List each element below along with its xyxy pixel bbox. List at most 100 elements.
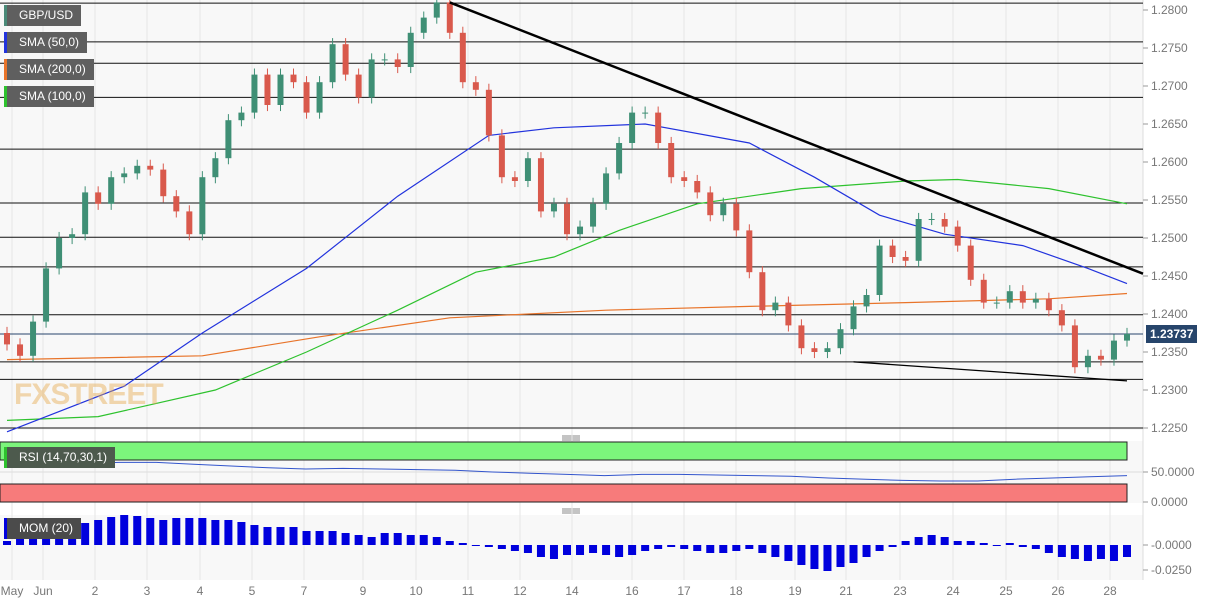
candle-up (720, 203, 727, 216)
mom-bar (55, 533, 64, 545)
candle-down (785, 302, 792, 326)
mom-bar (615, 545, 624, 557)
candle-up (407, 32, 414, 67)
candle-up (642, 112, 649, 114)
candle-down (889, 245, 896, 257)
candle-up (108, 177, 115, 204)
candle-down (1071, 325, 1078, 368)
x-tick-label: 19 (788, 584, 802, 598)
legend-rsi[interactable]: RSI (14,70,30,1) (4, 447, 116, 468)
candle-up (121, 173, 128, 178)
mom-bar (823, 545, 832, 571)
mom-bar (510, 545, 519, 551)
candle-up (1006, 291, 1013, 303)
mom-bar (1018, 545, 1027, 547)
candle-up (524, 158, 531, 181)
candle-up (56, 238, 63, 269)
legend-sma100[interactable]: SMA (100,0) (4, 86, 94, 107)
rsi-line (6, 461, 1128, 482)
x-tick-label: 24 (946, 584, 960, 598)
y-tick-label: 1.2500 (1151, 231, 1188, 245)
x-tick-label: 14 (565, 584, 579, 598)
mom-bar (341, 533, 350, 545)
trendline (853, 361, 1128, 382)
y-tick-label: 1.2450 (1151, 269, 1188, 283)
x-tick-label: 2 (92, 584, 99, 598)
mom-bar (237, 522, 246, 545)
legend-mom[interactable]: MOM (20) (4, 518, 81, 539)
candle-down (485, 89, 492, 136)
y-tick-label: 1.2750 (1151, 41, 1188, 55)
mom-bar (1109, 545, 1118, 561)
candle-up (863, 295, 870, 307)
mom-bar (549, 545, 558, 559)
y-tick-label: 1.2250 (1151, 421, 1188, 435)
candle-down (4, 333, 10, 345)
mom-bar (276, 527, 285, 545)
rsi-oversold-zone (0, 483, 1128, 503)
mom-bar (641, 545, 650, 551)
x-tick-label: 3 (144, 584, 151, 598)
mom-bar (367, 537, 376, 545)
legend-sma50[interactable]: SMA (50,0) (4, 32, 88, 53)
mom-bar (458, 543, 467, 545)
y-tick-label: 1.2700 (1151, 79, 1188, 93)
candle-up (368, 59, 375, 98)
candle-up (837, 329, 844, 349)
candle-down (954, 226, 961, 246)
mom-bar (263, 527, 272, 545)
mom-bar (576, 545, 585, 555)
candle-down (1045, 298, 1052, 311)
mom-bar (94, 520, 103, 545)
candle-up (43, 268, 50, 322)
mom-bar (29, 537, 38, 545)
candle-down (798, 325, 805, 349)
candle-up (251, 74, 258, 113)
x-tick-label: 26 (1051, 584, 1065, 598)
candle-down (564, 203, 570, 235)
mom-bar (380, 533, 389, 545)
mom-bar (797, 545, 806, 565)
candle-up (850, 306, 857, 330)
candle-down (681, 177, 688, 181)
mom-bar (159, 520, 168, 545)
mom-bar (836, 545, 845, 567)
candle-up (1032, 298, 1039, 303)
mom-bar (953, 541, 962, 545)
x-tick-label: 21 (839, 584, 853, 598)
candle-up (629, 112, 636, 143)
mom-bar (497, 545, 506, 549)
mom-bar (654, 545, 663, 549)
candle-up (590, 203, 597, 227)
mom-bar (810, 545, 819, 569)
mom-bar (393, 533, 402, 545)
mom-bar (1057, 545, 1066, 557)
candle-down (498, 135, 505, 178)
candle-down (511, 177, 518, 181)
candle-up (772, 302, 779, 311)
candle-up (915, 219, 922, 261)
candle-up (225, 120, 232, 159)
candle-down (902, 257, 909, 261)
mom-bar (758, 545, 767, 553)
mom-bar (120, 515, 129, 545)
x-tick-label: 25 (999, 584, 1013, 598)
sma200-line (6, 292, 1128, 361)
x-tick-label: 18 (729, 584, 743, 598)
mom-bar (849, 545, 858, 563)
x-tick-label: 23 (893, 584, 907, 598)
candle-down (303, 82, 310, 113)
candle-down (811, 348, 818, 352)
candle-up (420, 17, 427, 33)
mom-tick-label: -0.0000 (1151, 538, 1192, 552)
x-tick-label: 9 (360, 584, 367, 598)
y-tick-label: 1.2300 (1151, 383, 1188, 397)
mom-bar (328, 531, 337, 545)
candle-up (993, 302, 1000, 304)
legend-sma200[interactable]: SMA (200,0) (4, 59, 94, 80)
mom-bar (862, 545, 871, 557)
x-tick-label: 28 (1103, 584, 1117, 598)
mom-bar (888, 545, 897, 547)
candle-up (550, 203, 557, 212)
